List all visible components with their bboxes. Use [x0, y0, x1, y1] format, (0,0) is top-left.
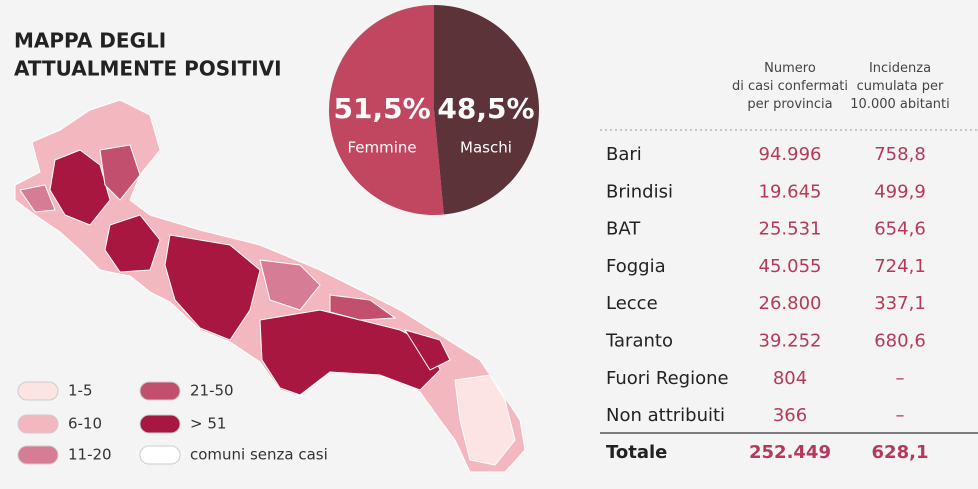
table-cell: 804 — [773, 368, 807, 389]
data-table: Numero di casi confermati per provinciaInc… — [600, 61, 978, 463]
slice-name: Femmine — [347, 139, 416, 157]
region-shape — [329, 294, 397, 321]
region-shape — [49, 149, 111, 226]
total-cell: 252.449 — [749, 442, 831, 463]
table-cell: 366 — [773, 405, 807, 426]
region-shape — [164, 234, 261, 341]
legend-label: 6-10 — [68, 415, 102, 433]
region-shape — [454, 374, 516, 466]
slice-value-label: 48,5% — [437, 92, 534, 125]
legend-label: 1-5 — [68, 382, 93, 400]
table-cell: 25.531 — [759, 219, 822, 240]
pie-chart: 51,5% Femmine 48,5% Maschi — [329, 5, 540, 215]
table-cell: 654,6 — [874, 219, 926, 240]
row-label: Brindisi — [606, 181, 673, 202]
table-cell: – — [896, 368, 905, 389]
map-legend: 1-5 6-10 11-20 21-50 > 51 comuni senza casi — [17, 381, 328, 465]
slice-name: Maschi — [460, 139, 512, 157]
row-label: Non attribuiti — [606, 405, 725, 426]
legend-swatch — [139, 381, 181, 401]
region-shape — [259, 259, 321, 311]
table-cell: 499,9 — [874, 181, 926, 202]
pie-slice — [329, 5, 444, 215]
total-label: Totale — [606, 442, 667, 463]
total-cell: 628,1 — [872, 442, 929, 463]
legend-swatch — [17, 414, 59, 434]
row-label: Taranto — [605, 331, 673, 352]
slice-value-label: 51,5% — [333, 92, 430, 125]
table-cell: 39.252 — [759, 331, 822, 352]
map-title: ATTUALMENTE POSITIVI — [14, 57, 282, 81]
row-label: Fuori Regione — [606, 368, 729, 389]
legend-swatch — [139, 445, 181, 465]
map — [14, 99, 526, 473]
legend-label: 21-50 — [190, 382, 234, 400]
row-label: Foggia — [606, 256, 666, 277]
row-label: BAT — [606, 219, 641, 240]
legend-label: > 51 — [190, 415, 226, 433]
table-cell: 680,6 — [874, 331, 926, 352]
table-cell: 19.645 — [759, 181, 822, 202]
legend-swatch — [17, 445, 59, 465]
legend-swatch — [139, 414, 181, 434]
row-label: Lecce — [606, 293, 658, 314]
region-shape — [99, 144, 141, 201]
row-label: Bari — [606, 144, 642, 165]
legend-label: comuni senza casi — [190, 446, 328, 464]
table-cell: 337,1 — [874, 293, 926, 314]
legend-label: 11-20 — [68, 446, 112, 464]
legend-swatch — [17, 381, 59, 401]
table-cell: – — [896, 405, 905, 426]
column-header: Numero di casi confermati per provincia — [732, 61, 848, 112]
region-shape — [403, 329, 451, 371]
region-shape — [19, 184, 56, 213]
column-header: Incidenza cumulata per 10.000 abitanti — [850, 61, 949, 112]
table-cell: 94.996 — [759, 144, 822, 165]
pie-slice — [434, 5, 540, 215]
table-cell: 26.800 — [759, 293, 822, 314]
table-cell: 45.055 — [759, 256, 822, 277]
table-cell: 724,1 — [874, 256, 926, 277]
region-shape — [104, 214, 161, 273]
map-title: MAPPA DEGLI — [14, 29, 166, 53]
table-cell: 758,8 — [874, 144, 926, 165]
